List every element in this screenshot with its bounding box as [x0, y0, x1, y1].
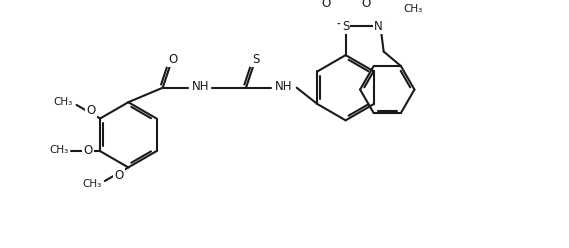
Text: O: O: [168, 53, 178, 66]
Text: O: O: [84, 144, 93, 157]
Text: CH₃: CH₃: [49, 145, 68, 155]
Text: NH: NH: [192, 80, 209, 93]
Text: S: S: [342, 20, 349, 33]
Text: CH₃: CH₃: [82, 179, 101, 189]
Text: O: O: [114, 169, 124, 182]
Text: N: N: [374, 20, 382, 33]
Text: CH₃: CH₃: [403, 4, 423, 14]
Text: O: O: [86, 104, 96, 117]
Text: NH: NH: [275, 80, 293, 93]
Text: O: O: [361, 0, 370, 10]
Text: S: S: [252, 53, 259, 66]
Text: O: O: [321, 0, 331, 10]
Text: CH₃: CH₃: [53, 97, 73, 107]
